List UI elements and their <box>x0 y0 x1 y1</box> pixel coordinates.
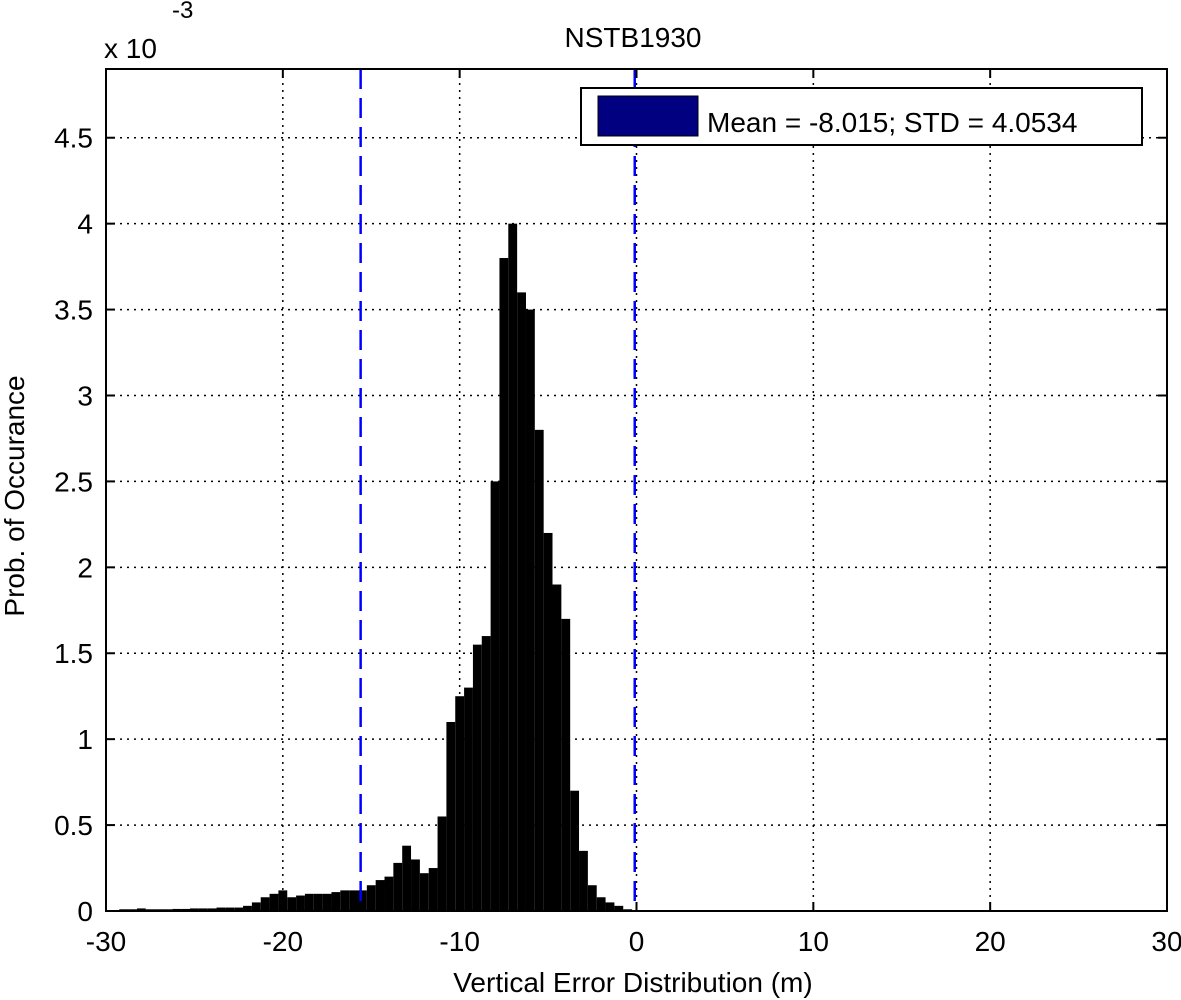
histogram-bar <box>340 890 350 911</box>
histogram-bar <box>278 890 288 911</box>
x-tick-label: 30 <box>1151 926 1181 957</box>
x-tick-label: 0 <box>629 926 645 957</box>
histogram-bar <box>393 862 403 911</box>
histogram-bar <box>517 292 526 911</box>
histogram-bar <box>357 890 367 911</box>
histogram-bar <box>437 816 447 911</box>
x-tick-label: -10 <box>439 926 479 957</box>
y-tick-label: 0 <box>77 896 93 927</box>
histogram-bar <box>349 890 358 911</box>
histogram-bar <box>543 532 553 911</box>
axis-ticks <box>105 69 1168 912</box>
histogram-bar <box>181 908 190 911</box>
legend-swatch <box>597 95 699 137</box>
y-tick-label: 1 <box>77 724 93 755</box>
x-tick-labels: -30 -20 -10 0 10 20 30 <box>86 926 1181 957</box>
histogram-bar <box>313 893 323 911</box>
histogram-bar <box>614 905 624 911</box>
histogram-bar <box>322 893 332 911</box>
y-tick-label: 3 <box>77 380 93 411</box>
histogram-bar <box>481 636 491 911</box>
histogram-bar <box>260 897 270 911</box>
x-tick-label: 10 <box>798 926 829 957</box>
histogram-bar <box>189 908 199 911</box>
histogram-bar <box>464 687 473 911</box>
histogram-bar <box>472 644 482 911</box>
histogram-bar <box>455 696 465 911</box>
y-tick-label: 0.5 <box>54 810 93 841</box>
histogram-bar <box>225 907 235 911</box>
histogram-bar <box>207 908 217 911</box>
histogram-bar <box>561 618 571 911</box>
histogram-bar <box>304 893 314 911</box>
histogram-bar <box>287 897 297 911</box>
histogram-bar <box>269 893 279 911</box>
histogram-bar <box>251 902 261 911</box>
histogram-bar <box>234 907 244 911</box>
histogram-bar <box>375 880 385 911</box>
histogram-bar <box>525 309 535 912</box>
y-tick-label: 2 <box>77 552 93 583</box>
histogram-bar <box>596 897 606 911</box>
histogram-bar <box>534 429 544 911</box>
y-tick-label: 1.5 <box>54 638 93 669</box>
histogram-bars <box>110 223 641 912</box>
chart-title: NSTB1930 <box>565 22 702 53</box>
histogram-bar <box>579 850 588 911</box>
legend-label: Mean = -8.015; STD = 4.0534 <box>707 107 1077 138</box>
histogram-bar <box>331 892 341 911</box>
histogram-bar <box>172 908 182 911</box>
y-tick-labels: 0 0.5 1 1.5 2 2.5 3 3.5 4 4.5 <box>54 123 93 927</box>
histogram-bar <box>499 258 509 912</box>
histogram-bar <box>552 584 562 911</box>
histogram-bar <box>411 859 420 911</box>
x-tick-label: 20 <box>975 926 1006 957</box>
histogram-bar <box>296 895 305 911</box>
histogram-bar <box>198 908 208 911</box>
grid-lines <box>106 69 1167 911</box>
y-axis-label: Prob. of Occurance <box>0 375 30 616</box>
y-tick-label: 3.5 <box>54 295 93 326</box>
y-tick-label: 2.5 <box>54 466 93 497</box>
histogram-bar <box>384 876 394 911</box>
x-tick-label: -30 <box>86 926 126 957</box>
histogram-bar <box>570 790 580 911</box>
histogram-bar <box>243 905 252 911</box>
legend: Mean = -8.015; STD = 4.0534 <box>580 87 1143 146</box>
histogram-bar <box>366 885 376 911</box>
x-axis-label: Vertical Error Distribution (m) <box>453 967 812 998</box>
y-tick-label: 4 <box>77 209 93 240</box>
histogram-bar <box>508 223 518 911</box>
histogram-bar <box>419 873 429 911</box>
x-tick-label: -20 <box>263 926 303 957</box>
histogram-bar <box>136 908 146 911</box>
histogram-bar <box>446 721 456 911</box>
reference-lines <box>359 69 636 911</box>
histogram-bar <box>587 885 597 911</box>
y-exponent-base: x 10 <box>104 33 157 64</box>
histogram-bar <box>605 902 615 911</box>
histogram-bar <box>216 907 226 911</box>
y-tick-label: 4.5 <box>54 123 93 154</box>
histogram-bar <box>490 481 500 911</box>
histogram-bar <box>428 868 438 911</box>
y-exponent-power: -3 <box>172 0 193 24</box>
histogram-bar <box>402 845 412 911</box>
